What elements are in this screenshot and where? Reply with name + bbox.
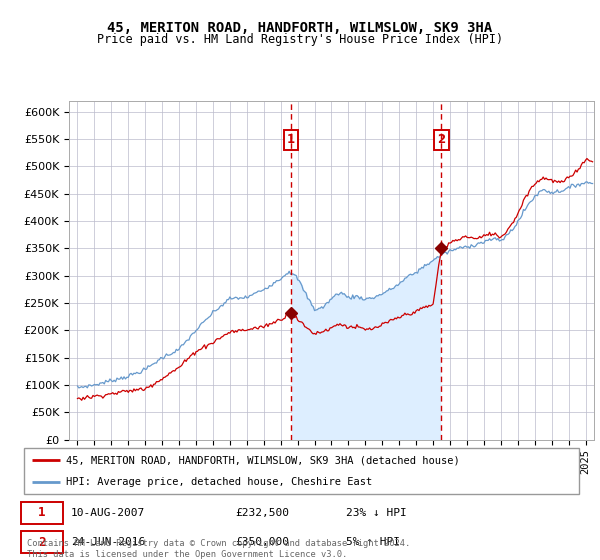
Text: £232,500: £232,500: [235, 508, 289, 518]
Text: 23% ↓ HPI: 23% ↓ HPI: [346, 508, 407, 518]
FancyBboxPatch shape: [21, 531, 63, 553]
Text: 10-AUG-2007: 10-AUG-2007: [71, 508, 145, 518]
Text: Contains HM Land Registry data © Crown copyright and database right 2024.
This d: Contains HM Land Registry data © Crown c…: [27, 539, 410, 559]
Text: £350,000: £350,000: [235, 537, 289, 547]
Text: 1: 1: [38, 506, 46, 520]
Text: HPI: Average price, detached house, Cheshire East: HPI: Average price, detached house, Ches…: [65, 477, 372, 487]
Text: 2: 2: [437, 133, 445, 146]
Text: 45, MERITON ROAD, HANDFORTH, WILMSLOW, SK9 3HA (detached house): 45, MERITON ROAD, HANDFORTH, WILMSLOW, S…: [65, 455, 460, 465]
Text: 24-JUN-2016: 24-JUN-2016: [71, 537, 145, 547]
Text: 45, MERITON ROAD, HANDFORTH, WILMSLOW, SK9 3HA: 45, MERITON ROAD, HANDFORTH, WILMSLOW, S…: [107, 21, 493, 35]
Text: 1: 1: [287, 133, 295, 146]
FancyBboxPatch shape: [21, 502, 63, 524]
Text: 2: 2: [38, 535, 46, 549]
Text: 5% ↑ HPI: 5% ↑ HPI: [346, 537, 400, 547]
Text: Price paid vs. HM Land Registry's House Price Index (HPI): Price paid vs. HM Land Registry's House …: [97, 33, 503, 46]
